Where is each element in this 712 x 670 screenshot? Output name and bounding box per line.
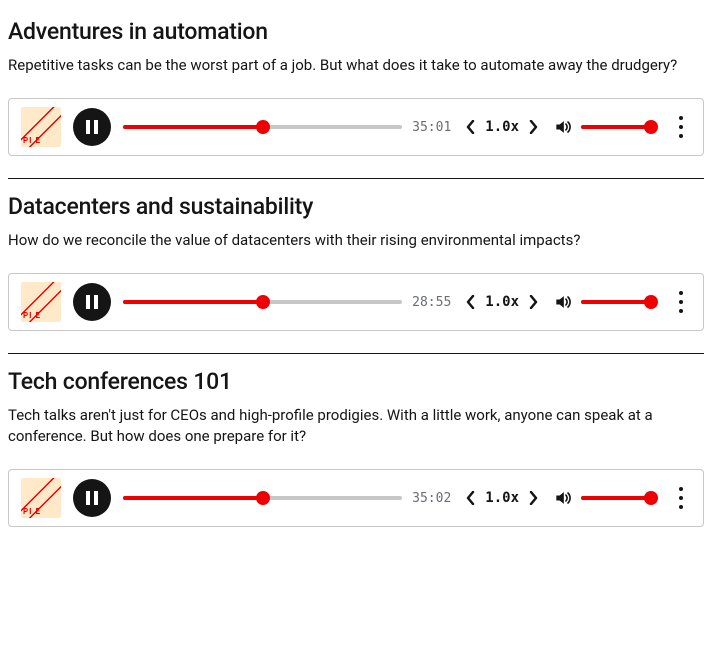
episode-description: Repetitive tasks can be the worst part o… xyxy=(8,55,704,76)
pause-button[interactable] xyxy=(73,108,111,146)
pause-button[interactable] xyxy=(73,283,111,321)
volume-icon[interactable] xyxy=(553,292,573,312)
speed-control: 1.0x xyxy=(463,294,541,310)
pause-icon xyxy=(86,295,98,309)
speed-value: 1.0x xyxy=(483,119,521,135)
episode: Adventures in automation Repetitive task… xyxy=(8,4,704,178)
seek-track: 35:01 xyxy=(123,120,451,135)
more-options-button[interactable] xyxy=(671,112,691,142)
episode-thumbnail[interactable] xyxy=(21,282,61,322)
episode-description: How do we reconcile the value of datacen… xyxy=(8,230,704,251)
episode: Datacenters and sustainability How do we… xyxy=(8,179,704,353)
seek-slider[interactable] xyxy=(123,491,402,505)
episode-title: Tech conferences 101 xyxy=(8,368,704,395)
volume-slider[interactable] xyxy=(581,295,655,309)
speed-value: 1.0x xyxy=(483,294,521,310)
time-display: 28:55 xyxy=(412,295,451,310)
seek-slider[interactable] xyxy=(123,295,402,309)
speed-control: 1.0x xyxy=(463,119,541,135)
time-display: 35:02 xyxy=(412,491,451,506)
seek-track: 28:55 xyxy=(123,295,451,310)
volume-icon[interactable] xyxy=(553,117,573,137)
episode-thumbnail[interactable] xyxy=(21,107,61,147)
volume-icon[interactable] xyxy=(553,488,573,508)
audio-player: 35:01 1.0x xyxy=(8,98,704,156)
time-display: 35:01 xyxy=(412,120,451,135)
speed-decrease-button[interactable] xyxy=(463,490,479,506)
speed-control: 1.0x xyxy=(463,490,541,506)
speed-increase-button[interactable] xyxy=(525,119,541,135)
pause-icon xyxy=(86,120,98,134)
speed-decrease-button[interactable] xyxy=(463,294,479,310)
volume-slider[interactable] xyxy=(581,120,655,134)
seek-slider[interactable] xyxy=(123,120,402,134)
episode-thumbnail[interactable] xyxy=(21,478,61,518)
speed-decrease-button[interactable] xyxy=(463,119,479,135)
more-options-button[interactable] xyxy=(671,483,691,513)
speed-increase-button[interactable] xyxy=(525,490,541,506)
episode: Tech conferences 101 Tech talks aren't j… xyxy=(8,354,704,549)
volume-control xyxy=(553,117,655,137)
episode-title: Adventures in automation xyxy=(8,18,704,45)
volume-slider[interactable] xyxy=(581,491,655,505)
pause-button[interactable] xyxy=(73,479,111,517)
speed-increase-button[interactable] xyxy=(525,294,541,310)
volume-control xyxy=(553,292,655,312)
episode-title: Datacenters and sustainability xyxy=(8,193,704,220)
volume-control xyxy=(553,488,655,508)
episode-description: Tech talks aren't just for CEOs and high… xyxy=(8,405,704,447)
audio-player: 35:02 1.0x xyxy=(8,469,704,527)
speed-value: 1.0x xyxy=(483,490,521,506)
seek-track: 35:02 xyxy=(123,491,451,506)
more-options-button[interactable] xyxy=(671,287,691,317)
pause-icon xyxy=(86,491,98,505)
audio-player: 28:55 1.0x xyxy=(8,273,704,331)
